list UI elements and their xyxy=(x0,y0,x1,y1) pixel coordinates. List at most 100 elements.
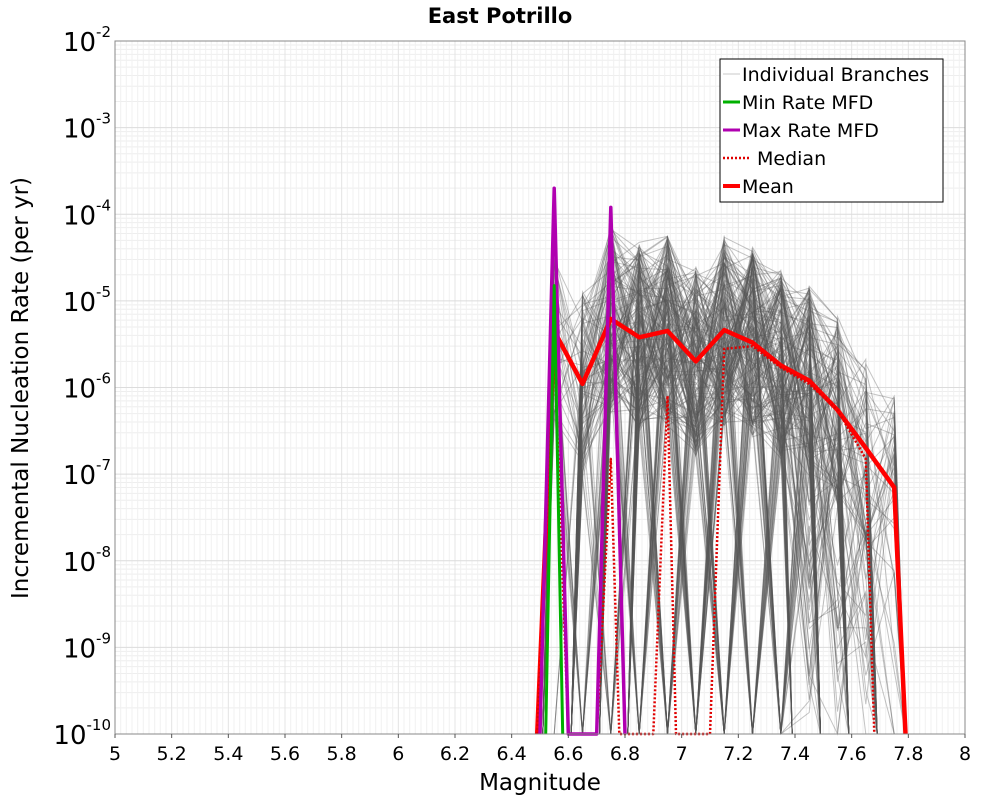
branch-line xyxy=(542,231,821,735)
branch-line xyxy=(542,252,906,735)
branch-line xyxy=(599,228,906,735)
branch-line xyxy=(627,328,793,735)
y-tick-exponent: -2 xyxy=(96,23,111,41)
y-tick-base: 10 xyxy=(63,28,96,58)
branch-line xyxy=(627,244,793,735)
branch-line xyxy=(570,295,821,735)
y-tick-base: 10 xyxy=(63,201,96,231)
branch-line xyxy=(627,250,906,735)
y-tick-exponent: -9 xyxy=(96,629,111,647)
branch-line xyxy=(542,251,906,735)
branch-line xyxy=(542,247,850,735)
branch-line xyxy=(570,268,821,735)
branch-line xyxy=(599,254,906,735)
branch-line xyxy=(542,319,906,735)
branch-line xyxy=(627,255,850,735)
series-min-rate-mfd xyxy=(544,284,565,735)
branch-line xyxy=(570,235,906,735)
branch-line xyxy=(542,307,878,735)
branch-line xyxy=(599,232,906,735)
x-tick-label: 6.6 xyxy=(553,743,583,765)
branch-line xyxy=(599,302,821,735)
branch-line xyxy=(542,286,821,735)
branch-line xyxy=(542,257,821,735)
branch-line xyxy=(627,261,793,735)
branch-line xyxy=(599,284,878,735)
branch-line xyxy=(627,257,793,735)
branch-line xyxy=(599,240,878,735)
branch-line xyxy=(570,318,906,735)
branch-line xyxy=(627,242,878,735)
branch-line xyxy=(627,243,850,735)
branch-line xyxy=(542,259,821,735)
branch-line xyxy=(627,252,878,735)
branch-line xyxy=(599,257,793,735)
branch-line xyxy=(599,262,850,735)
branch-line xyxy=(570,273,793,735)
branch-line xyxy=(599,308,793,735)
branch-line xyxy=(542,228,906,735)
y-tick-exponent: -6 xyxy=(96,370,111,388)
branch-line xyxy=(627,288,821,735)
legend: Individual Branches Min Rate MFD Max Rate … xyxy=(719,58,944,203)
branch-line xyxy=(627,301,850,735)
branch-line xyxy=(570,272,906,735)
branch-line xyxy=(570,241,878,735)
y-tick-label: 10-8 xyxy=(63,543,111,578)
branch-line xyxy=(570,323,793,735)
branch-line xyxy=(570,253,906,735)
y-tick-exponent: -7 xyxy=(96,456,111,474)
branch-line xyxy=(570,274,793,735)
x-tick-label: 7.6 xyxy=(837,743,867,765)
branch-line xyxy=(570,253,793,735)
branch-line xyxy=(542,268,878,735)
branch-line xyxy=(570,244,878,735)
branch-line xyxy=(542,254,821,735)
y-tick-label: 10-6 xyxy=(63,370,111,405)
branch-line xyxy=(542,257,821,735)
branch-line xyxy=(599,247,878,735)
branch-line xyxy=(570,253,878,735)
branch-line xyxy=(599,335,878,735)
branch-line xyxy=(599,266,906,735)
branch-line xyxy=(570,224,906,735)
branch-line xyxy=(599,321,878,735)
branch-line xyxy=(627,317,906,735)
branch-line xyxy=(599,243,821,735)
branch-line xyxy=(599,248,821,735)
branch-line xyxy=(627,271,821,735)
branch-line xyxy=(599,298,821,735)
branch-line xyxy=(599,322,821,735)
x-tick-label: 6 xyxy=(392,743,404,765)
branch-line xyxy=(570,267,821,735)
branch-line xyxy=(627,254,850,735)
branch-line xyxy=(542,256,821,735)
branch-line xyxy=(570,253,850,735)
branch-line xyxy=(627,275,793,735)
branch-line xyxy=(571,266,793,735)
branch-line xyxy=(627,238,850,735)
y-tick-base: 10 xyxy=(53,721,86,751)
branch-line xyxy=(627,280,793,735)
branch-line xyxy=(570,256,821,735)
branch-line xyxy=(599,244,850,735)
branch-line xyxy=(542,289,906,735)
branch-line xyxy=(627,270,906,735)
y-tick-base: 10 xyxy=(63,461,96,491)
branch-line xyxy=(599,254,878,735)
branch-line xyxy=(599,260,878,735)
branch-line xyxy=(627,288,821,735)
y-tick-exponent: -5 xyxy=(96,283,111,301)
branch-line xyxy=(542,249,878,735)
branch-line xyxy=(571,271,850,736)
branch-line xyxy=(627,286,850,735)
branch-line xyxy=(627,252,793,735)
branch-line xyxy=(599,252,850,735)
branch-line xyxy=(599,317,878,735)
x-axis-ticks: 5 5.2 5.4 5.6 5.8 6 6.2 6.4 6.6 6.8 7 7.2 7.4 7.6 7.8 8 xyxy=(109,734,971,765)
y-tick-exponent: -3 xyxy=(96,110,111,128)
branch-line xyxy=(627,315,821,735)
branch-line xyxy=(627,295,906,735)
branch-line xyxy=(627,264,821,735)
